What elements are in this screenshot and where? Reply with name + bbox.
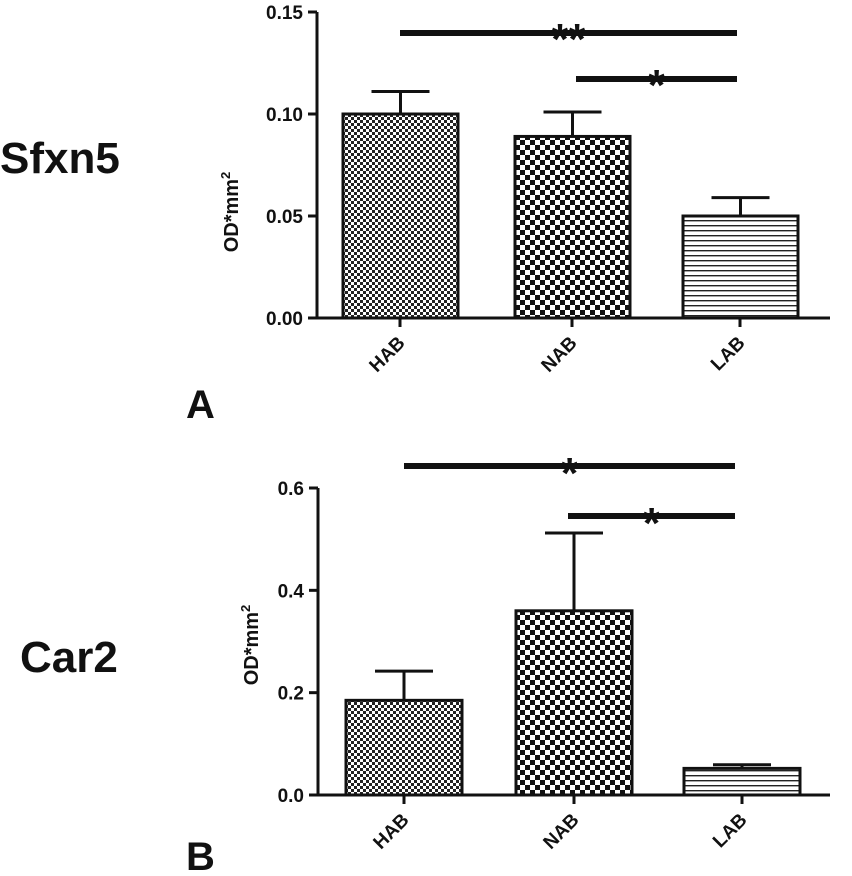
- bar-lab: [682, 766, 802, 797]
- y-axis-label-text: OD*mm: [241, 612, 263, 685]
- y-tick-label: 0.4: [278, 581, 305, 602]
- x-tick-label: NAB: [540, 810, 584, 854]
- x-tick-label: NAB: [538, 333, 582, 377]
- x-tick-label: HAB: [370, 810, 414, 854]
- significance-marker: **: [551, 15, 586, 64]
- bar-hab: [344, 698, 464, 797]
- y-axis-label-superscript: 2: [218, 172, 233, 179]
- y-tick-label: 0.0: [278, 786, 304, 807]
- svg-text:OD*mm2: OD*mm2: [238, 605, 263, 686]
- bar-hab: [341, 112, 460, 320]
- y-axis-label: OD*mm2: [238, 605, 263, 686]
- y-axis-label-superscript: 2: [238, 605, 253, 612]
- y-tick-label: 0.2: [278, 684, 304, 705]
- panel-b: Car2 B OD*mm2 0.0 0.2 0.4 0.6 HAB NAB LAB * *: [20, 449, 830, 876]
- significance-marker: *: [648, 61, 666, 110]
- y-tick-label: 0.15: [266, 3, 303, 24]
- panel-letter: B: [186, 835, 215, 876]
- bar-lab: [681, 214, 800, 320]
- y-tick-label: 0.00: [266, 309, 303, 330]
- svg-text:OD*mm2: OD*mm2: [218, 172, 243, 253]
- y-tick-label: 0.05: [266, 207, 303, 228]
- significance-marker: *: [643, 499, 661, 548]
- bar-nab: [514, 609, 634, 797]
- y-axis-label: OD*mm2: [218, 172, 243, 253]
- y-tick-label: 0.10: [266, 105, 303, 126]
- y-axis-label-text: OD*mm: [221, 179, 243, 252]
- bar-chart-b: 0.0 0.2 0.4 0.6 HAB NAB LAB * *: [278, 449, 830, 854]
- panel-a: Sfxn5 A OD*mm2 0.00 0.05 0.10 0.15 HAB NAB LAB…: [0, 3, 830, 427]
- gene-label: Sfxn5: [0, 134, 120, 183]
- x-tick-label: LAB: [709, 810, 751, 852]
- x-tick-label: HAB: [366, 333, 410, 377]
- gene-label: Car2: [20, 633, 118, 682]
- x-tick-label: LAB: [707, 333, 749, 375]
- panel-letter: A: [186, 383, 215, 427]
- bar-nab: [513, 134, 632, 320]
- y-tick-label: 0.6: [278, 479, 304, 500]
- significance-marker: *: [561, 449, 579, 498]
